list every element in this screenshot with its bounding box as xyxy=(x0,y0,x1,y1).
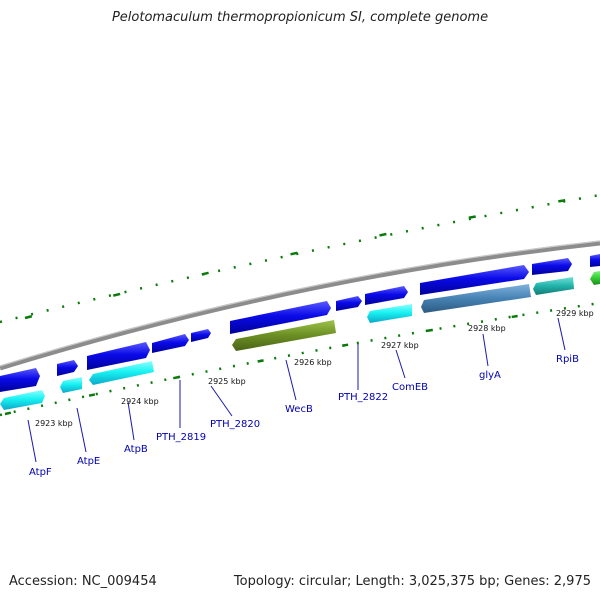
kbp-label: 2926 kbp xyxy=(294,358,332,367)
gene-reverse-atpe[interactable] xyxy=(60,377,82,393)
gene-forward-comeb[interactable] xyxy=(365,286,408,305)
kbp-label: 2929 kbp xyxy=(556,309,594,318)
gene-label-atpb[interactable]: AtpB xyxy=(124,444,148,455)
gene-forward-pth2822[interactable] xyxy=(336,296,362,311)
gene-label-pth2820[interactable]: PTH_2820 xyxy=(210,419,260,430)
gene-forward-atpe[interactable] xyxy=(57,360,78,376)
gene-forward-rpib[interactable] xyxy=(532,258,572,275)
gene-label-glya[interactable]: glyA xyxy=(479,370,501,381)
gene-label-atpe[interactable]: AtpE xyxy=(77,456,100,467)
gene-forward-atpb[interactable] xyxy=(87,342,150,370)
gene-forward-pth2820[interactable] xyxy=(191,329,211,342)
kbp-label: 2928 kbp xyxy=(468,324,506,333)
genome-backbone xyxy=(0,240,600,371)
gene-forward-atpf[interactable] xyxy=(0,368,40,392)
gene-forward-pth2819[interactable] xyxy=(152,334,189,353)
gene-label-rpib[interactable]: RpiB xyxy=(556,354,579,365)
gene-label-comeb[interactable]: ComEB xyxy=(392,382,428,393)
outer-tick-row xyxy=(0,193,600,324)
kbp-label: 2925 kbp xyxy=(208,377,246,386)
gene-forward-edge[interactable] xyxy=(590,254,600,267)
gene-forward-wecb[interactable] xyxy=(230,301,331,334)
kbp-label: 2924 kbp xyxy=(121,397,159,406)
kbp-label: 2927 kbp xyxy=(381,341,419,350)
gene-reverse-rpib[interactable] xyxy=(533,277,574,295)
gene-reverse-glya[interactable] xyxy=(421,284,531,313)
inner-tick-row xyxy=(0,301,600,417)
kbp-label: 2923 kbp xyxy=(35,419,73,428)
gene-label-pth2822[interactable]: PTH_2822 xyxy=(338,392,388,403)
gene-label-pth2819[interactable]: PTH_2819 xyxy=(156,432,206,443)
gene-leader-lines xyxy=(27,317,566,463)
gene-label-atpf[interactable]: AtpF xyxy=(29,467,52,478)
gene-reverse-atpb[interactable] xyxy=(89,361,154,385)
kbp-labels: 2923 kbp 2924 kbp 2925 kbp 2926 kbp 2927… xyxy=(35,309,594,428)
gene-reverse-edge[interactable] xyxy=(590,271,600,285)
gene-reverse-wecb[interactable] xyxy=(232,320,336,351)
genome-stats-text: Topology: circular; Length: 3,025,375 bp… xyxy=(233,574,591,589)
gene-labels: AtpF AtpE AtpB PTH_2819 PTH_2820 WecB PT… xyxy=(29,354,579,478)
gene-forward-glya[interactable] xyxy=(420,265,529,295)
gene-reverse-atpf[interactable] xyxy=(0,390,45,410)
accession-text: Accession: NC_009454 xyxy=(9,574,157,589)
gene-reverse-comeb[interactable] xyxy=(367,304,412,323)
gene-label-wecb[interactable]: WecB xyxy=(285,404,313,415)
genome-title: Pelotomaculum thermopropionicum SI, comp… xyxy=(111,10,489,25)
